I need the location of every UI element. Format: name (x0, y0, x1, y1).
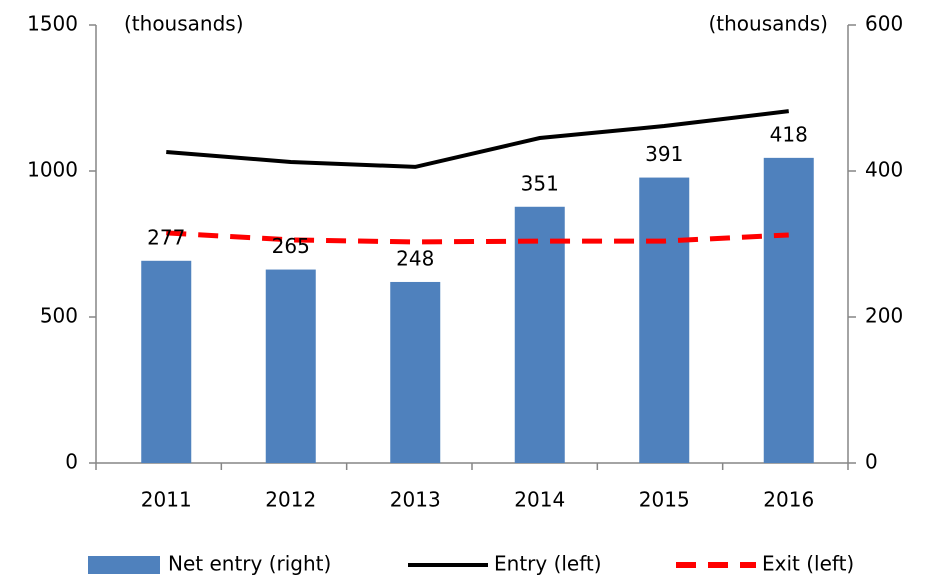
data-label: 265 (272, 234, 310, 258)
bar (763, 157, 814, 464)
data-label: 277 (147, 225, 185, 249)
legend-label: Net entry (right) (168, 552, 331, 576)
legend-label: Entry (left) (494, 552, 602, 576)
data-label: 418 (770, 122, 808, 146)
line-1 (166, 109, 789, 169)
data-label: 351 (521, 171, 559, 195)
y2-tick-label: 400 (865, 158, 903, 182)
y2-axis-label: (thousands) (708, 12, 828, 36)
y-tick-label: 1000 (27, 158, 78, 182)
y2-tick-label: 200 (865, 304, 903, 328)
x-tick-label: 2012 (265, 488, 316, 512)
bar (265, 269, 316, 463)
y2-tick-label: 0 (865, 450, 878, 474)
x-tick-label: 2015 (639, 488, 690, 512)
x-tick-label: 2016 (763, 488, 814, 512)
x-tick-label: 2014 (514, 488, 565, 512)
y-axis-label: (thousands) (124, 12, 244, 36)
line-2 (166, 230, 789, 245)
bar (141, 260, 192, 463)
legend-label: Exit (left) (762, 552, 854, 576)
x-tick-label: 2011 (141, 488, 192, 512)
x-tick-label: 2013 (390, 488, 441, 512)
legend-swatch (88, 556, 160, 574)
bar (390, 281, 441, 463)
bar (514, 206, 565, 463)
data-label: 391 (645, 142, 683, 166)
y2-tick-label: 600 (865, 12, 903, 36)
data-label: 248 (396, 246, 434, 270)
y-tick-label: 500 (40, 304, 78, 328)
bar (639, 177, 690, 463)
y-tick-label: 0 (65, 450, 78, 474)
y-tick-label: 1500 (27, 12, 78, 36)
